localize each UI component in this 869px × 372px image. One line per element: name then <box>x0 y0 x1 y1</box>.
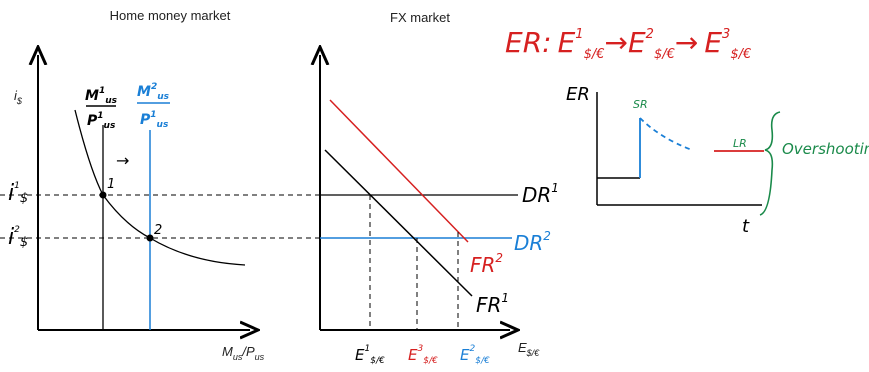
rate-label-2: i2$ <box>8 225 28 250</box>
e-3-label: E3$/€ <box>408 344 438 366</box>
svg-text:P1us: P1us <box>87 111 116 131</box>
er-sequence: ER: E1$/€→E2$/€→ E3$/€ <box>505 26 751 62</box>
equilibrium-1 <box>99 191 107 199</box>
fr-2-line <box>329 99 469 243</box>
brace <box>759 111 781 216</box>
sr-label: SR <box>633 98 648 111</box>
path-x-label: t <box>742 216 750 237</box>
equilibrium-2 <box>146 234 154 242</box>
svg-text:P1us: P1us <box>140 110 169 130</box>
rate-label-1: i1$ <box>8 181 28 206</box>
adjustment-path <box>639 117 693 151</box>
shift-arrow: → <box>116 151 129 170</box>
svg-text:M1us: M1us <box>85 86 118 106</box>
panel-title: FX market <box>390 10 450 25</box>
svg-text:M2us: M2us <box>137 82 170 102</box>
fr-1-label: FR1 <box>476 291 509 317</box>
demand-curve <box>74 109 246 266</box>
supply-label-2: M2us P1us <box>137 82 170 130</box>
panel-title: Home money market <box>110 8 231 23</box>
overshooting-note: Overshooting <box>782 140 869 158</box>
supply-label-1: M1us P1us <box>85 86 118 131</box>
y-axis-label: i$ <box>14 88 23 106</box>
dr-1-label: DR1 <box>522 181 559 207</box>
x-axis-label: E$/€ <box>518 340 540 358</box>
lr-label: LR <box>733 137 747 150</box>
e-1-label: E1$/€ <box>355 344 385 366</box>
point-label: 1 <box>107 177 115 192</box>
fr-2-label: FR2 <box>470 251 503 277</box>
dr-2-label: DR2 <box>514 229 551 255</box>
x-axis-label: Mus/Pus <box>222 344 265 362</box>
e-2-label: E2$/€ <box>460 344 490 366</box>
point-label: 2 <box>154 223 162 238</box>
fr-1-line <box>324 149 473 297</box>
path-y-label: ER <box>566 84 590 105</box>
